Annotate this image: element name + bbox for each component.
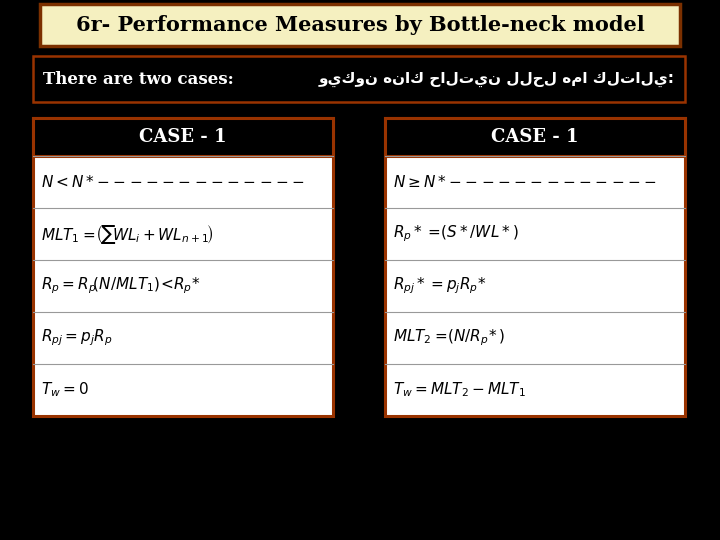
Text: ويكون هناك حالتين للحل هما كلتالي:: ويكون هناك حالتين للحل هما كلتالي: bbox=[319, 71, 675, 86]
Bar bbox=[385, 118, 685, 156]
Text: $T_w = 0$: $T_w = 0$ bbox=[41, 381, 89, 400]
Text: $N \geq N* \!-\!-\!-\!-\!-\!-\!-\!-\!-\!-\!-\!-\!-$: $N \geq N* \!-\!-\!-\!-\!-\!-\!-\!-\!-\!… bbox=[393, 174, 657, 190]
Text: $R_p* = \!\left(S*/WL*\right)$: $R_p* = \!\left(S*/WL*\right)$ bbox=[393, 224, 518, 244]
Text: $T_w = MLT_2 - MLT_1$: $T_w = MLT_2 - MLT_1$ bbox=[393, 381, 526, 400]
Text: $R_{pj} = p_j R_p$: $R_{pj} = p_j R_p$ bbox=[41, 328, 112, 348]
Text: CASE - 1: CASE - 1 bbox=[139, 128, 227, 146]
Text: $MLT_2 = \!\left(N/R_p\! *\right)$: $MLT_2 = \!\left(N/R_p\! *\right)$ bbox=[393, 328, 505, 348]
Bar bbox=[33, 56, 685, 102]
Text: $R_{pj}* = p_j R_p\! *$: $R_{pj}* = p_j R_p\! *$ bbox=[393, 276, 487, 296]
Bar bbox=[40, 4, 680, 46]
Text: $MLT_1 = \!\left(\!\sum\! WL_i + WL_{n+1}\!\right)$: $MLT_1 = \!\left(\!\sum\! WL_i + WL_{n+1… bbox=[41, 222, 213, 246]
Bar bbox=[33, 118, 333, 156]
Text: $R_p = R_p\!\left(N/MLT_1\right)\!<\!R_p\! *$: $R_p = R_p\!\left(N/MLT_1\right)\!<\!R_p… bbox=[41, 276, 201, 296]
Text: $N < N* \!-\!-\!-\!-\!-\!-\!-\!-\!-\!-\!-\!-\!-$: $N < N* \!-\!-\!-\!-\!-\!-\!-\!-\!-\!-\!… bbox=[41, 174, 305, 190]
Bar bbox=[33, 118, 333, 416]
Text: There are two cases:: There are two cases: bbox=[43, 71, 234, 87]
Bar bbox=[385, 118, 685, 416]
Text: 6r- Performance Measures by Bottle-neck model: 6r- Performance Measures by Bottle-neck … bbox=[76, 15, 644, 35]
Text: CASE - 1: CASE - 1 bbox=[491, 128, 579, 146]
